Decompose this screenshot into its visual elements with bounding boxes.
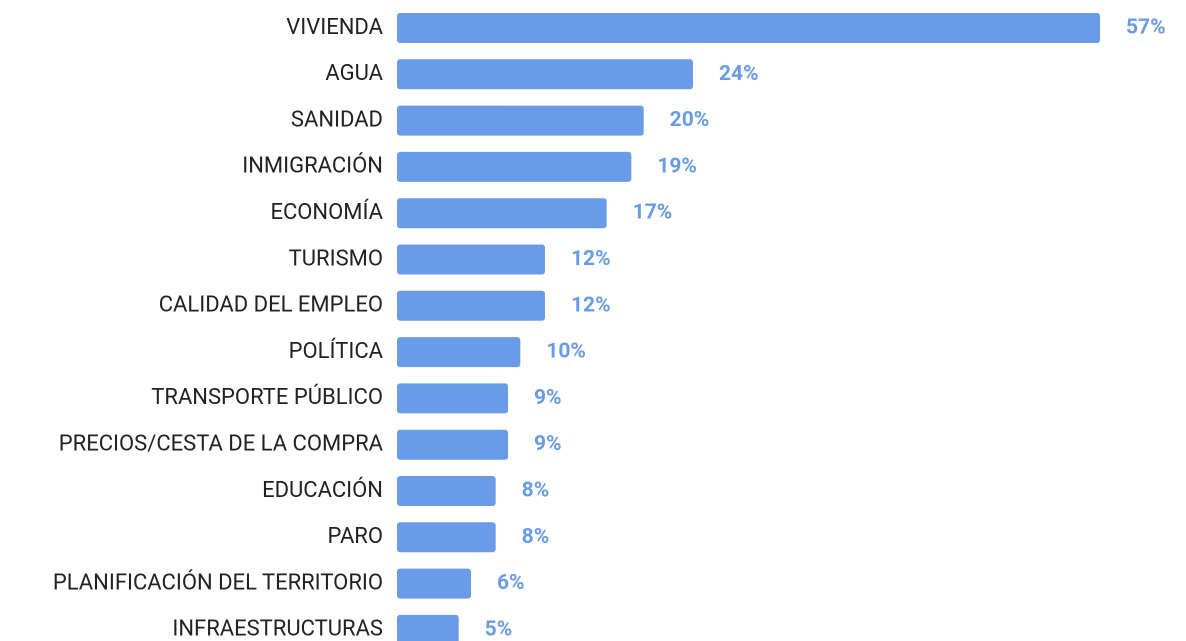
value-label: 10% xyxy=(546,340,586,364)
value-label: 57% xyxy=(1126,16,1166,40)
value-label: 24% xyxy=(719,62,759,86)
category-label: CALIDAD DEL EMPLEO xyxy=(159,293,383,318)
value-label: 17% xyxy=(633,201,673,225)
bar xyxy=(397,568,471,599)
category-label: PARO xyxy=(328,524,383,549)
category-label: POLÍTICA xyxy=(289,338,384,364)
category-label: SANIDAD xyxy=(291,107,383,132)
value-label: 12% xyxy=(571,293,611,317)
bar xyxy=(397,290,545,321)
bar xyxy=(397,105,644,136)
bar xyxy=(397,614,459,641)
bar xyxy=(397,337,521,368)
value-label: 8% xyxy=(522,479,550,503)
bar xyxy=(397,522,496,553)
bar xyxy=(397,59,693,90)
category-label: PRECIOS/CESTA DE LA COMPRA xyxy=(59,432,384,457)
value-label: 5% xyxy=(485,617,513,641)
category-label: TURISMO xyxy=(289,246,383,271)
category-label: EDUCACIÓN xyxy=(262,476,383,503)
value-label: 19% xyxy=(657,154,697,178)
value-label: 12% xyxy=(571,247,611,271)
bar xyxy=(397,198,607,229)
category-label: AGUA xyxy=(325,61,383,86)
category-label: PLANIFICACIÓN DEL TERRITORIO xyxy=(53,568,383,595)
value-label: 9% xyxy=(534,386,562,410)
category-label: ECONOMÍA xyxy=(270,199,383,225)
bar xyxy=(397,151,632,182)
value-label: 8% xyxy=(522,525,550,549)
category-label: TRANSPORTE PÚBLICO xyxy=(151,383,383,410)
value-label: 9% xyxy=(534,432,562,456)
bar xyxy=(397,383,508,414)
category-label: INFRAESTRUCTURAS xyxy=(172,617,383,641)
bar xyxy=(397,429,508,460)
bar xyxy=(397,13,1100,43)
value-label: 6% xyxy=(497,571,525,595)
bar xyxy=(397,476,496,506)
value-label: 20% xyxy=(670,108,710,132)
category-label: VIVIENDA xyxy=(286,15,383,40)
bar xyxy=(397,244,545,275)
category-label: INMIGRACIÓN xyxy=(242,152,383,179)
